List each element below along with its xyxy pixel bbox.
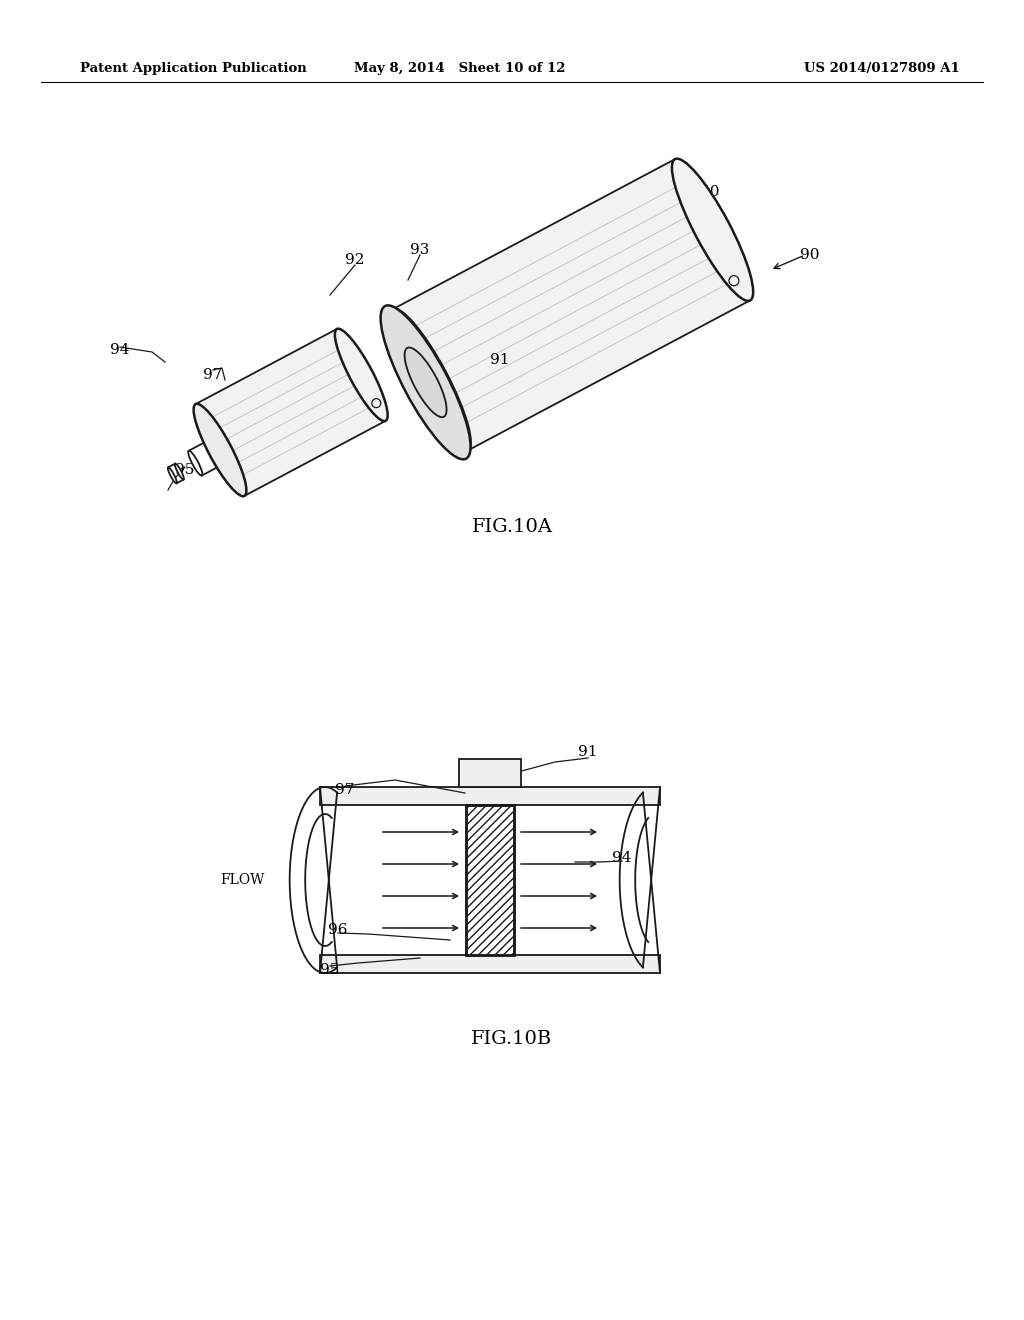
Text: 96: 96 (329, 923, 348, 937)
Ellipse shape (188, 450, 203, 475)
Text: 95: 95 (175, 463, 195, 477)
Text: 92: 92 (345, 253, 365, 267)
Text: Patent Application Publication: Patent Application Publication (80, 62, 307, 75)
Ellipse shape (335, 329, 388, 421)
Polygon shape (392, 160, 751, 450)
Text: 90: 90 (800, 248, 820, 261)
Bar (319, 954, 660, 973)
Text: May 8, 2014   Sheet 10 of 12: May 8, 2014 Sheet 10 of 12 (354, 62, 565, 75)
Text: FLOW: FLOW (220, 873, 265, 887)
Ellipse shape (381, 305, 471, 459)
Ellipse shape (672, 158, 754, 301)
Text: 91: 91 (490, 352, 510, 367)
Text: 94: 94 (111, 343, 130, 356)
Text: 60: 60 (700, 185, 720, 199)
Polygon shape (196, 329, 386, 496)
Ellipse shape (194, 404, 247, 496)
Text: 94: 94 (612, 851, 632, 865)
Bar (319, 787, 660, 805)
Bar (466, 805, 514, 954)
Text: US 2014/0127809 A1: US 2014/0127809 A1 (804, 62, 961, 75)
Ellipse shape (389, 309, 471, 451)
Text: 97: 97 (204, 368, 222, 381)
Bar (459, 759, 521, 787)
Bar (466, 805, 514, 954)
Text: 93: 93 (411, 243, 430, 257)
Ellipse shape (175, 463, 184, 479)
Text: 95: 95 (321, 964, 340, 977)
Text: 97: 97 (335, 783, 354, 797)
Ellipse shape (404, 347, 446, 417)
Text: 91: 91 (579, 744, 598, 759)
Text: FIG.10B: FIG.10B (471, 1030, 553, 1048)
Text: FIG.10A: FIG.10A (471, 517, 553, 536)
Ellipse shape (168, 467, 177, 483)
